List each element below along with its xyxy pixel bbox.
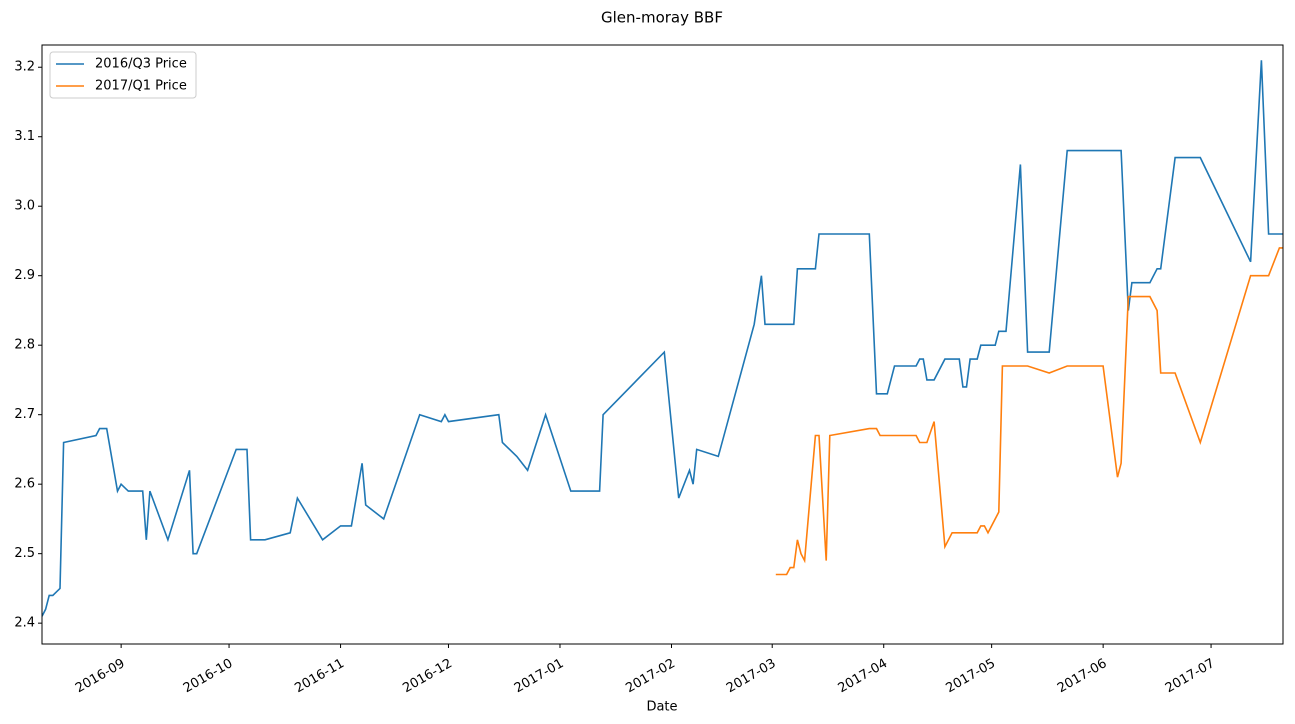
plot-frame — [41, 44, 1284, 645]
legend: 2016/Q3 Price 2017/Q1 Price — [49, 51, 197, 99]
x-tick-label: 2016-10 — [181, 656, 236, 696]
legend-label: 2016/Q3 Price — [95, 57, 187, 72]
y-tick-label: 2.4 — [14, 616, 35, 631]
line-series — [42, 60, 1283, 617]
x-tick-label: 2017-02 — [623, 656, 678, 696]
x-tick-label: 2017-05 — [943, 656, 998, 696]
x-tick-label: 2017-04 — [836, 656, 891, 696]
y-tick-label: 2.6 — [14, 477, 35, 492]
y-tick-label: 3.2 — [14, 60, 35, 75]
legend-label: 2017/Q1 Price — [95, 79, 187, 94]
legend-box — [49, 51, 197, 99]
y-tick-label: 3.1 — [14, 129, 35, 144]
y-tick-label: 2.5 — [14, 546, 35, 561]
x-tick-label: 2017-01 — [512, 656, 567, 696]
x-tick-label: 2016-12 — [400, 656, 455, 696]
y-tick-label: 2.8 — [14, 338, 35, 353]
x-axis-label: Date — [646, 700, 677, 715]
x-tick-label: 2017-03 — [724, 656, 779, 696]
x-tick-label: 2017-07 — [1163, 656, 1218, 696]
x-tick-label: 2016-11 — [292, 656, 347, 696]
y-tick-label: 3.0 — [14, 199, 35, 214]
line-series — [775, 247, 1283, 576]
x-tick-label: 2016-09 — [73, 656, 128, 696]
y-tick-label: 2.9 — [14, 268, 35, 283]
chart-title: Glen-moray BBF — [601, 9, 723, 27]
x-tick-label: 2017-06 — [1055, 656, 1110, 696]
y-tick-label: 2.7 — [14, 407, 35, 422]
